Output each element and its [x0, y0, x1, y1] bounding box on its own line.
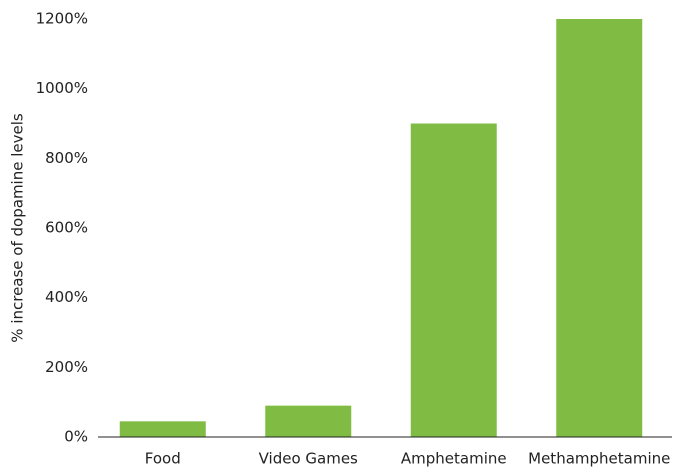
bar	[119, 421, 206, 437]
bar	[556, 19, 643, 437]
y-tick-label: 400%	[45, 288, 88, 306]
y-tick-label: 600%	[45, 219, 88, 237]
bar	[410, 123, 497, 437]
x-tick-label: Video Games	[259, 450, 358, 468]
bar	[265, 405, 352, 437]
y-tick-label: 200%	[45, 358, 88, 376]
y-tick-label: 800%	[45, 149, 88, 167]
x-tick-label: Methamphetamine	[528, 450, 670, 468]
x-tick-label: Amphetamine	[401, 450, 507, 468]
y-tick-label: 1000%	[36, 79, 88, 97]
y-tick-label: 0%	[64, 428, 88, 446]
y-tick-label: 1200%	[36, 10, 88, 28]
x-tick-label: Food	[145, 450, 181, 468]
y-axis-label: % increase of dopamine levels	[9, 113, 27, 343]
